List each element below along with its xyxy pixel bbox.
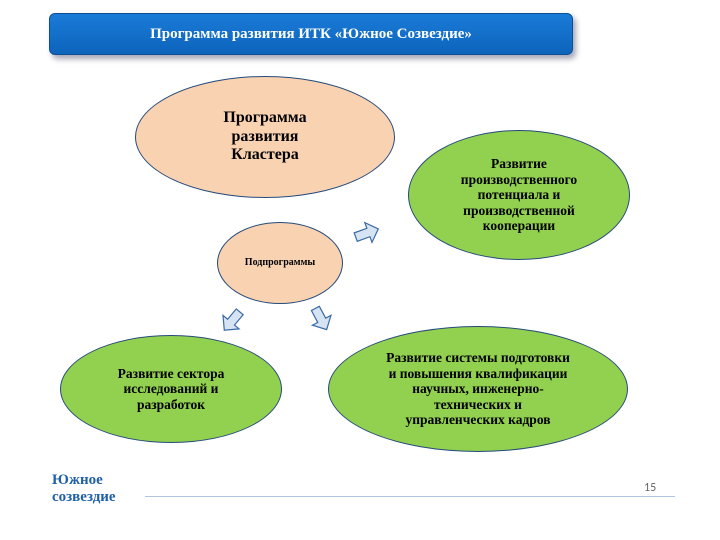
node-label: Развитие сектораисследований иразработок bbox=[118, 366, 225, 413]
title-text: Программа развития ИТК «Южное Созвездие» bbox=[150, 26, 472, 43]
node-label: Развитиепроизводственногопотенциала ипро… bbox=[461, 156, 577, 234]
subprograms-hub-ellipse: Подпрограммы bbox=[217, 222, 343, 304]
node-label: Развитие системы подготовкии повышения к… bbox=[386, 350, 570, 428]
node-label: Подпрограммы bbox=[245, 257, 315, 269]
arrow-icon bbox=[211, 300, 253, 342]
page-number: 15 bbox=[644, 481, 656, 495]
subprogram-research-ellipse: Развитие сектораисследований иразработок bbox=[60, 335, 282, 443]
footer-brand: Южноесозвездие bbox=[52, 472, 116, 505]
subprogram-production-ellipse: Развитиепроизводственногопотенциала ипро… bbox=[408, 130, 630, 260]
arrow-icon bbox=[301, 299, 342, 340]
footer-divider bbox=[145, 496, 675, 497]
subprogram-training-ellipse: Развитие системы подготовкии повышения к… bbox=[328, 326, 628, 452]
arrow-icon bbox=[348, 214, 386, 252]
program-cluster-ellipse: ПрограммаразвитияКластера bbox=[135, 76, 395, 198]
slide-canvas: Программа развития ИТК «Южное Созвездие»… bbox=[0, 0, 720, 540]
title-bar: Программа развития ИТК «Южное Созвездие» bbox=[49, 13, 573, 55]
node-label: ПрограммаразвитияКластера bbox=[223, 109, 306, 164]
